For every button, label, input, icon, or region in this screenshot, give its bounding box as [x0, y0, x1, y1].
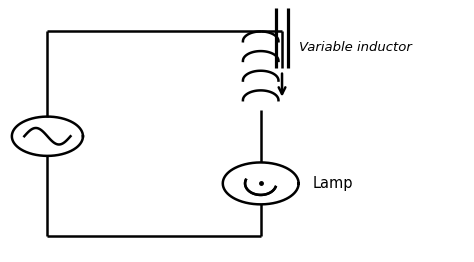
- Text: Lamp: Lamp: [313, 176, 353, 191]
- Text: Variable inductor: Variable inductor: [299, 41, 411, 54]
